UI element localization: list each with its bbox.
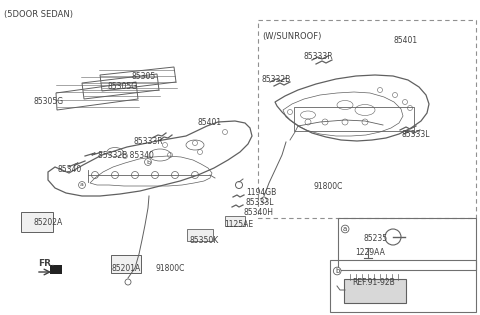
Text: 1229AA: 1229AA — [355, 248, 385, 257]
Text: 85235: 85235 — [363, 234, 387, 243]
Text: 85333L: 85333L — [246, 198, 275, 207]
Text: b: b — [335, 268, 339, 274]
FancyBboxPatch shape — [111, 255, 141, 273]
Text: 85333L: 85333L — [402, 130, 431, 139]
Text: 85202A: 85202A — [34, 218, 63, 227]
Text: 85305G: 85305G — [107, 82, 137, 91]
Text: 85332B: 85332B — [262, 75, 291, 84]
Text: a: a — [80, 182, 84, 187]
Text: 85333R: 85333R — [133, 137, 163, 146]
Text: 85401: 85401 — [198, 118, 222, 127]
FancyBboxPatch shape — [50, 265, 62, 274]
Text: REF.91-92B: REF.91-92B — [353, 278, 396, 287]
Text: 85305: 85305 — [131, 72, 155, 81]
Text: 85333R: 85333R — [303, 52, 333, 61]
Text: 85350K: 85350K — [190, 236, 219, 245]
Text: 85332B 85340: 85332B 85340 — [98, 151, 154, 160]
Text: 1194GB: 1194GB — [246, 188, 276, 197]
Text: 91800C: 91800C — [313, 182, 342, 191]
Text: 1125AE: 1125AE — [224, 220, 253, 229]
Text: (W/SUNROOF): (W/SUNROOF) — [262, 32, 322, 41]
Text: 85340: 85340 — [57, 165, 81, 174]
Text: 85401: 85401 — [393, 36, 417, 45]
FancyBboxPatch shape — [344, 279, 406, 303]
Text: 85201A: 85201A — [112, 264, 141, 273]
Text: b: b — [146, 159, 150, 164]
FancyBboxPatch shape — [21, 212, 53, 232]
FancyBboxPatch shape — [225, 216, 245, 226]
Text: FR.: FR. — [38, 259, 55, 268]
Text: 85340H: 85340H — [244, 208, 274, 217]
FancyBboxPatch shape — [187, 229, 213, 241]
Text: (5DOOR SEDAN): (5DOOR SEDAN) — [4, 10, 73, 19]
Text: 85305G: 85305G — [33, 97, 63, 106]
Text: 91800C: 91800C — [155, 264, 184, 273]
Text: a: a — [343, 226, 347, 232]
